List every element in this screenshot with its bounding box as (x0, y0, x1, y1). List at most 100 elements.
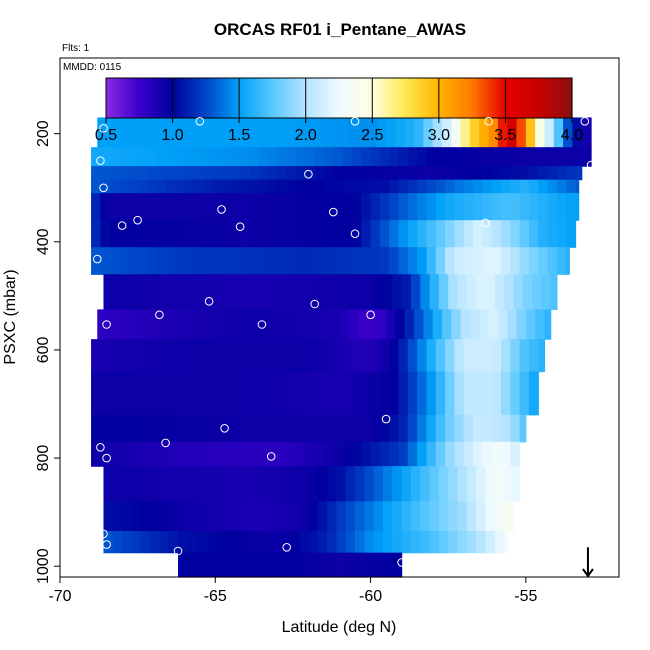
heatmap-cell (261, 552, 272, 578)
heatmap-cell (91, 339, 101, 373)
heatmap-cell (519, 339, 530, 373)
colorbar-segment (155, 78, 160, 118)
heatmap-cell (246, 117, 257, 148)
heatmap-cell (150, 466, 160, 502)
heatmap-cell (146, 193, 157, 221)
colorbar-segment (345, 78, 350, 118)
heatmap-cell (233, 552, 244, 578)
heatmap-cell (494, 466, 505, 502)
heatmap-cell (178, 552, 188, 578)
heatmap-cell (137, 193, 148, 221)
heatmap-cell (491, 220, 502, 248)
heatmap-cell (504, 501, 515, 532)
heatmap-cell (249, 220, 260, 248)
heatmap-cell (401, 466, 412, 502)
heatmap-cell (373, 552, 384, 578)
heatmap-cell (159, 466, 170, 502)
heatmap-cell (103, 531, 114, 554)
heatmap-cell (146, 339, 157, 373)
sample-point (586, 160, 596, 170)
sample-point (217, 205, 226, 214)
colorbar-segment (442, 78, 447, 118)
heatmap-cell (258, 193, 269, 221)
heatmap-cell (426, 179, 437, 194)
heatmap-cell (131, 274, 142, 310)
heatmap-cell (243, 552, 254, 578)
heatmap-cell (221, 371, 232, 416)
heatmap-cell (314, 247, 325, 275)
heatmap-cell (373, 501, 384, 532)
heatmap-cell (305, 179, 316, 194)
heatmap-cell (370, 339, 381, 373)
heatmap-cell (174, 193, 185, 221)
sample-point (99, 183, 108, 193)
heatmap-cell (336, 552, 347, 578)
heatmap-cell (575, 166, 583, 181)
heatmap-cell (491, 193, 502, 221)
heatmap-cell (296, 414, 306, 443)
heatmap-cell (224, 552, 235, 578)
colorbar-segment (335, 78, 340, 118)
heatmap-cell (230, 247, 241, 275)
heatmap-cell (323, 441, 334, 467)
heatmap-cell (258, 166, 269, 181)
colorbar-segment (422, 78, 427, 118)
colorbar-segment (418, 78, 423, 118)
heatmap-cell (109, 193, 120, 221)
heatmap-cell (370, 371, 381, 416)
heatmap-cell (351, 371, 362, 416)
heatmap-cell (454, 441, 465, 467)
heatmap-cell (473, 371, 483, 416)
heatmap-cell (522, 274, 533, 310)
heatmap-cell (417, 414, 428, 443)
heatmap-cell (215, 466, 226, 502)
heatmap-cell (122, 274, 133, 310)
heatmap-cell (370, 220, 381, 248)
heatmap-cell (91, 193, 101, 221)
heatmap-cell (491, 339, 502, 373)
colorbar-segment (152, 78, 157, 118)
heatmap-cell (168, 274, 179, 310)
heatmap-cell (146, 371, 157, 416)
heatmap-cell (432, 309, 443, 340)
heatmap-cell (457, 501, 468, 532)
heatmap-cell (277, 147, 288, 167)
colorbar-segment (445, 78, 450, 118)
heatmap-cell (323, 179, 334, 194)
heatmap-cell (196, 274, 207, 310)
heatmap-cell (165, 339, 176, 373)
heatmap-cell (165, 220, 176, 248)
heatmap-cell (305, 147, 316, 167)
heatmap-cell (268, 339, 278, 373)
heatmap-cell (122, 466, 133, 502)
heatmap-cell (538, 339, 546, 373)
heatmap-cell (398, 147, 409, 167)
heatmap-cell (252, 466, 263, 502)
heatmap-cell (491, 441, 502, 467)
heatmap-cell (143, 117, 154, 148)
colorbar-segment (352, 78, 357, 118)
colorbar-segment (545, 78, 550, 118)
heatmap-cell (286, 166, 297, 181)
heatmap-cell (255, 309, 266, 340)
heatmap-cell (426, 220, 437, 248)
heatmap-cell (510, 166, 521, 181)
heatmap-cell (119, 179, 129, 194)
heatmap-cell (146, 147, 157, 167)
heatmap-cell (435, 179, 446, 194)
heatmap-cell (473, 339, 483, 373)
heatmap-cell (482, 371, 493, 416)
heatmap-cell (215, 552, 226, 578)
colorbar-segment (495, 78, 500, 118)
heatmap-cell (389, 166, 400, 181)
heatmap-cell (243, 501, 254, 532)
heatmap-cell (196, 466, 207, 502)
colorbar-segment (315, 78, 320, 118)
heatmap-cell (426, 371, 437, 416)
heatmap-cell (355, 466, 365, 502)
heatmap-cell (181, 309, 192, 340)
heatmap-cell (351, 247, 362, 275)
heatmap-cell (268, 193, 278, 221)
colorbar-segment (305, 78, 310, 118)
heatmap-cell (193, 220, 204, 248)
